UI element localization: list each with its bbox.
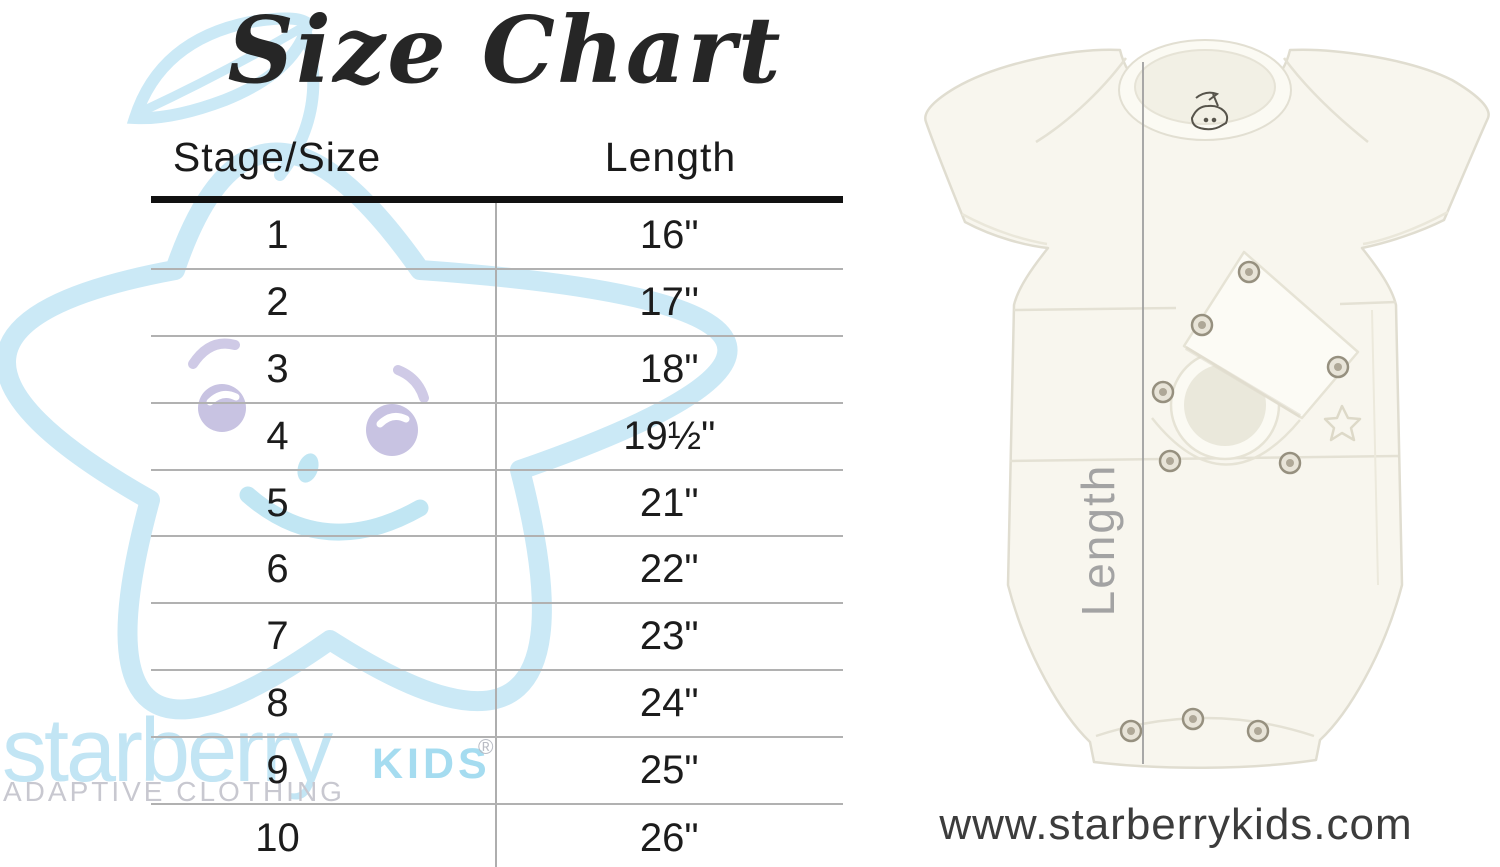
table-row: 6 22" xyxy=(151,537,843,605)
registered-trademark-icon: ® xyxy=(478,736,494,759)
belly-flap-shadow xyxy=(1184,346,1302,418)
bodysuit-photo: Length xyxy=(924,39,1490,770)
length-cell: 19½" xyxy=(623,413,716,458)
nose xyxy=(297,453,319,483)
waist-seam xyxy=(1009,454,1399,463)
stage-cell: 5 xyxy=(266,480,289,525)
brand-kids-label: KIDS xyxy=(372,740,491,788)
right-sleeve-hem xyxy=(1362,210,1449,246)
star-mascot-watermark xyxy=(0,12,738,720)
front-panel-seam xyxy=(1371,309,1379,586)
size-table: 1 16" 2 17'' 3 18" 4 19½" 5 21" 6 22" 7 … xyxy=(151,203,843,867)
stage-cell: 9 xyxy=(266,748,289,793)
length-cell: 17'' xyxy=(639,279,700,324)
left-eye-highlight xyxy=(206,390,240,406)
length-cell: 23" xyxy=(639,614,699,659)
table-row: 9 25" xyxy=(151,738,843,806)
left-shoulder-fold xyxy=(1035,57,1128,144)
table-header-rule xyxy=(151,196,843,203)
length-cell: 26" xyxy=(639,815,699,860)
stage-cell: 7 xyxy=(266,614,289,659)
leaf-midrib xyxy=(140,25,303,115)
stage-cell: 2 xyxy=(266,279,289,324)
brand-name: starberry xyxy=(2,701,333,801)
column-header-length: Length xyxy=(604,134,737,180)
length-cell: 16" xyxy=(639,212,699,257)
length-cell: 25" xyxy=(639,748,699,793)
website-url: www.starberrykids.com xyxy=(939,800,1413,849)
stage-cell: 10 xyxy=(255,815,300,860)
leaf-stem xyxy=(274,24,320,181)
page-title: Size Chart xyxy=(227,0,783,104)
stage-cell: 8 xyxy=(266,681,289,726)
table-row: 7 23" xyxy=(151,604,843,672)
length-cell: 22" xyxy=(639,547,699,592)
length-measure-label: Length xyxy=(1072,464,1124,617)
table-row: 2 17'' xyxy=(151,270,843,337)
length-cell: 24" xyxy=(639,681,699,726)
stage-cell: 4 xyxy=(266,413,289,458)
smile xyxy=(239,486,429,541)
table-row: 3 18" xyxy=(151,337,843,404)
brand-tagline: ADAPTIVE CLOTHING xyxy=(3,776,345,807)
stage-cell: 1 xyxy=(266,212,289,257)
length-cell: 18" xyxy=(639,346,699,391)
table-row: 1 16" xyxy=(151,203,843,270)
star-embroidery-icon xyxy=(1323,404,1362,442)
belly-stitch-arc xyxy=(1151,417,1301,466)
left-eyebrow xyxy=(188,338,240,369)
length-cell: 21" xyxy=(639,480,699,525)
right-eyebrow xyxy=(393,365,429,403)
star-outline xyxy=(0,142,738,720)
snap-fasteners xyxy=(1119,260,1350,743)
right-eye-highlight xyxy=(376,412,410,428)
left-sleeve-hem xyxy=(961,212,1048,246)
stage-cell: 3 xyxy=(266,346,289,391)
right-shoulder-fold xyxy=(1282,57,1369,143)
table-row: 10 26" xyxy=(151,805,843,867)
chest-seam xyxy=(1013,300,1397,312)
column-header-stage-size: Stage/Size xyxy=(172,134,382,180)
neck-logo-icon xyxy=(1190,91,1229,131)
neck-opening xyxy=(1134,49,1276,125)
stage-cell: 6 xyxy=(266,547,289,592)
table-row: 5 21" xyxy=(151,471,843,538)
table-row: 4 19½" xyxy=(151,404,843,471)
table-row: 8 24" xyxy=(151,671,843,739)
table-column-divider xyxy=(495,203,497,867)
